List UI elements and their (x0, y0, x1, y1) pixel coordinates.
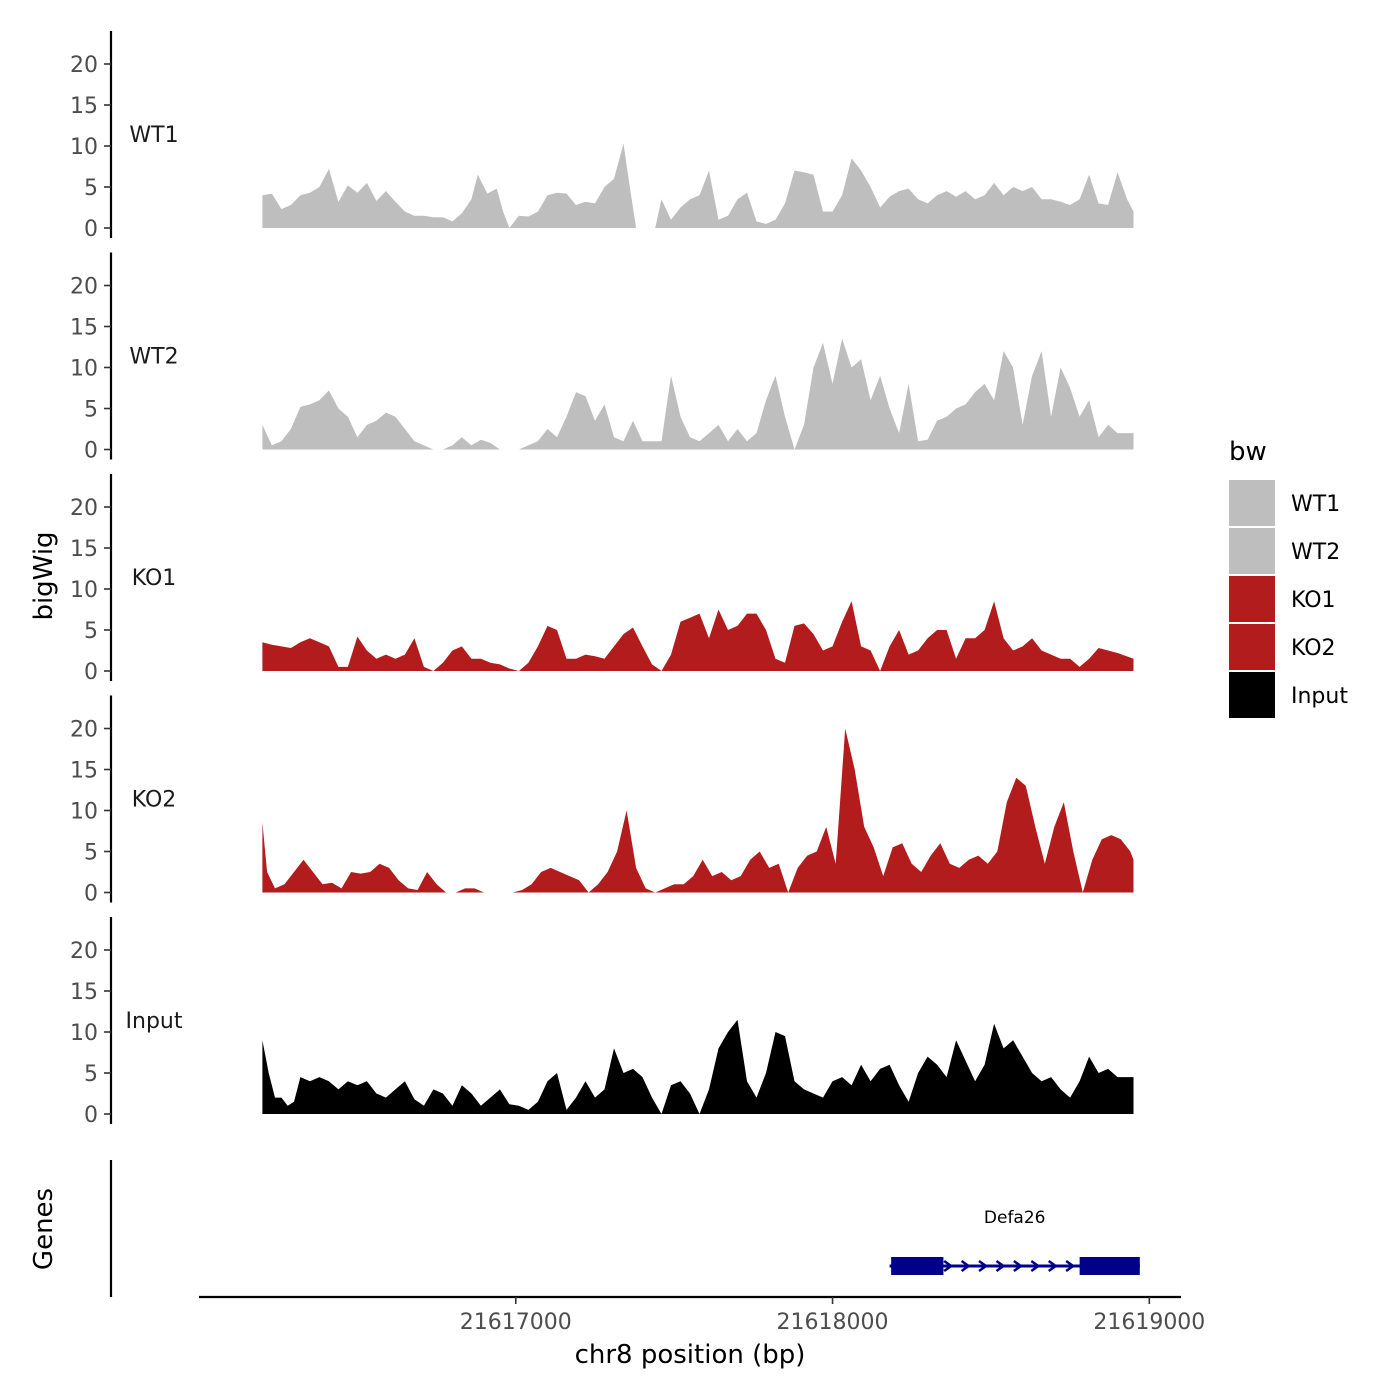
legend-swatch-ko1 (1229, 576, 1275, 622)
x-tick-label: 21619000 (1093, 1310, 1205, 1335)
legend-items: WT1 WT2 KO1 KO2 Input (1229, 480, 1348, 718)
strand-arrow (1013, 1259, 1024, 1273)
track-label: KO1 (132, 566, 177, 591)
signal-tracks: 0 5 10 15 20 WT1 0 5 10 15 20 WT2 0 5 10 15 20 KO1 0 5 10 15 2… (70, 31, 1134, 1128)
x-ticks: 21617000 21618000 21619000 (460, 1297, 1205, 1335)
track-input: 0 5 10 15 20 Input (70, 917, 1134, 1128)
track-label: WT2 (129, 345, 178, 370)
signal-area-input (262, 1019, 1134, 1114)
y-tick-label: 10 (70, 357, 98, 382)
strand-arrow (1030, 1259, 1041, 1273)
y-tick-label: 10 (70, 800, 98, 825)
legend-swatch-wt2 (1229, 528, 1275, 574)
legend-swatch-input (1229, 672, 1275, 718)
track-label: WT1 (129, 123, 178, 148)
y-tick-label: 0 (84, 882, 98, 907)
y-tick-label: 15 (70, 759, 98, 784)
genes-panel: Genes Defa26 (29, 1160, 1140, 1297)
legend-label-wt2: WT2 (1291, 540, 1340, 565)
signal-area-ko1 (262, 601, 1134, 671)
strand-arrow (978, 1259, 989, 1273)
genes-axis-label: Genes (29, 1188, 59, 1270)
y-tick-label: 0 (84, 660, 98, 685)
strand-arrow (1047, 1259, 1058, 1273)
gene-exon (1079, 1257, 1140, 1275)
legend-label-wt1: WT1 (1291, 492, 1340, 517)
legend-label-input: Input (1291, 684, 1348, 709)
track-ko1: 0 5 10 15 20 KO1 (70, 474, 1134, 685)
legend: bw WT1 WT2 KO1 KO2 Input (1229, 437, 1348, 718)
y-tick-label: 20 (70, 718, 98, 743)
legend-title: bw (1229, 437, 1267, 467)
y-tick-label: 15 (70, 316, 98, 341)
y-tick-label: 20 (70, 53, 98, 78)
y-tick-label: 0 (84, 1103, 98, 1128)
x-axis-label: chr8 position (bp) (575, 1340, 806, 1370)
x-axis: 21617000 21618000 21619000 chr8 position (… (199, 1295, 1205, 1370)
strand-arrow (960, 1259, 971, 1273)
y-tick-label: 15 (70, 94, 98, 119)
track-ko2: 0 5 10 15 20 KO2 (70, 695, 1134, 907)
y-tick-label: 5 (84, 176, 98, 201)
y-tick-label: 10 (70, 1021, 98, 1046)
legend-swatch-wt1 (1229, 480, 1275, 526)
x-tick-label: 21618000 (777, 1310, 889, 1335)
y-tick-label: 5 (84, 1062, 98, 1087)
y-tick-label: 0 (84, 217, 98, 242)
y-tick-label: 20 (70, 939, 98, 964)
strand-arrow (943, 1259, 954, 1273)
y-tick-label: 20 (70, 275, 98, 300)
strand-arrow (1065, 1259, 1076, 1273)
y-tick-label: 15 (70, 537, 98, 562)
track-label: KO2 (132, 788, 177, 813)
signal-area-ko2 (262, 728, 1134, 893)
y-tick-label: 10 (70, 578, 98, 603)
signal-area-wt2 (262, 338, 1134, 450)
y-tick-label: 15 (70, 980, 98, 1005)
gene-model: Defa26 (889, 1208, 1140, 1275)
strand-arrow (995, 1259, 1006, 1273)
y-axis-label: bigWig (29, 531, 59, 620)
legend-label-ko1: KO1 (1291, 588, 1336, 613)
y-tick-label: 10 (70, 135, 98, 160)
y-tick-label: 20 (70, 496, 98, 521)
signal-area-wt1 (262, 143, 1134, 228)
gene-name-label: Defa26 (984, 1208, 1046, 1228)
gene-exon (891, 1257, 944, 1275)
y-tick-label: 5 (84, 841, 98, 866)
y-tick-label: 0 (84, 439, 98, 464)
track-label: Input (126, 1009, 183, 1034)
y-tick-label: 5 (84, 398, 98, 423)
y-tick-label: 5 (84, 619, 98, 644)
track-wt1: 0 5 10 15 20 WT1 (70, 31, 1134, 242)
legend-swatch-ko2 (1229, 624, 1275, 670)
x-tick-label: 21617000 (460, 1310, 572, 1335)
legend-label-ko2: KO2 (1291, 636, 1336, 661)
track-wt2: 0 5 10 15 20 WT2 (70, 252, 1134, 464)
